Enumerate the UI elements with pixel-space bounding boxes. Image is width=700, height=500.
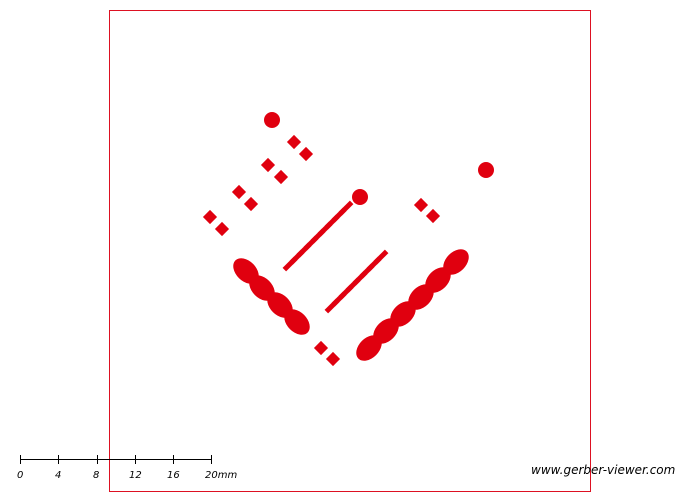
oval-pad (267, 292, 293, 318)
ic-pad-row-lower (324, 249, 389, 314)
square-pad (214, 221, 230, 237)
square-pad (298, 146, 314, 162)
square-pad (231, 184, 247, 200)
square-pad (325, 351, 341, 367)
oval-pad (373, 318, 399, 344)
watermark-text: www.gerber-viewer.com (531, 463, 676, 477)
small-square-pads (202, 134, 441, 367)
square-pad (260, 157, 276, 173)
round-pad (352, 189, 368, 205)
square-pad (243, 196, 259, 212)
ic-pad-row-upper (282, 200, 354, 272)
square-pad (273, 169, 289, 185)
oval-pad-row-right (356, 249, 469, 361)
scale-label: 8 (93, 470, 99, 481)
scale-bar: 0 4 8 12 16 20mm (17, 455, 237, 481)
ic-pad (373, 249, 389, 265)
scale-label: 16 (167, 470, 180, 481)
oval-pad (356, 335, 382, 361)
oval-pad (443, 249, 469, 275)
round-pad (264, 112, 280, 128)
square-pad (425, 208, 441, 224)
square-pad (286, 134, 302, 150)
oval-pad-row-left (233, 258, 310, 335)
oval-pad (390, 301, 416, 327)
square-pad (413, 197, 429, 213)
scale-label: 20mm (205, 470, 237, 481)
scale-label: 4 (55, 470, 61, 481)
square-pad (313, 340, 329, 356)
oval-pad (425, 267, 451, 293)
ic-pad (338, 200, 354, 216)
board-outline (109, 10, 591, 492)
round-pad (478, 162, 494, 178)
oval-pad (408, 284, 434, 310)
oval-pad (249, 275, 275, 301)
scale-label: 12 (129, 470, 142, 481)
oval-pad (284, 309, 310, 335)
scale-label: 0 (17, 470, 23, 481)
round-pads (264, 112, 494, 205)
square-pad (202, 209, 218, 225)
